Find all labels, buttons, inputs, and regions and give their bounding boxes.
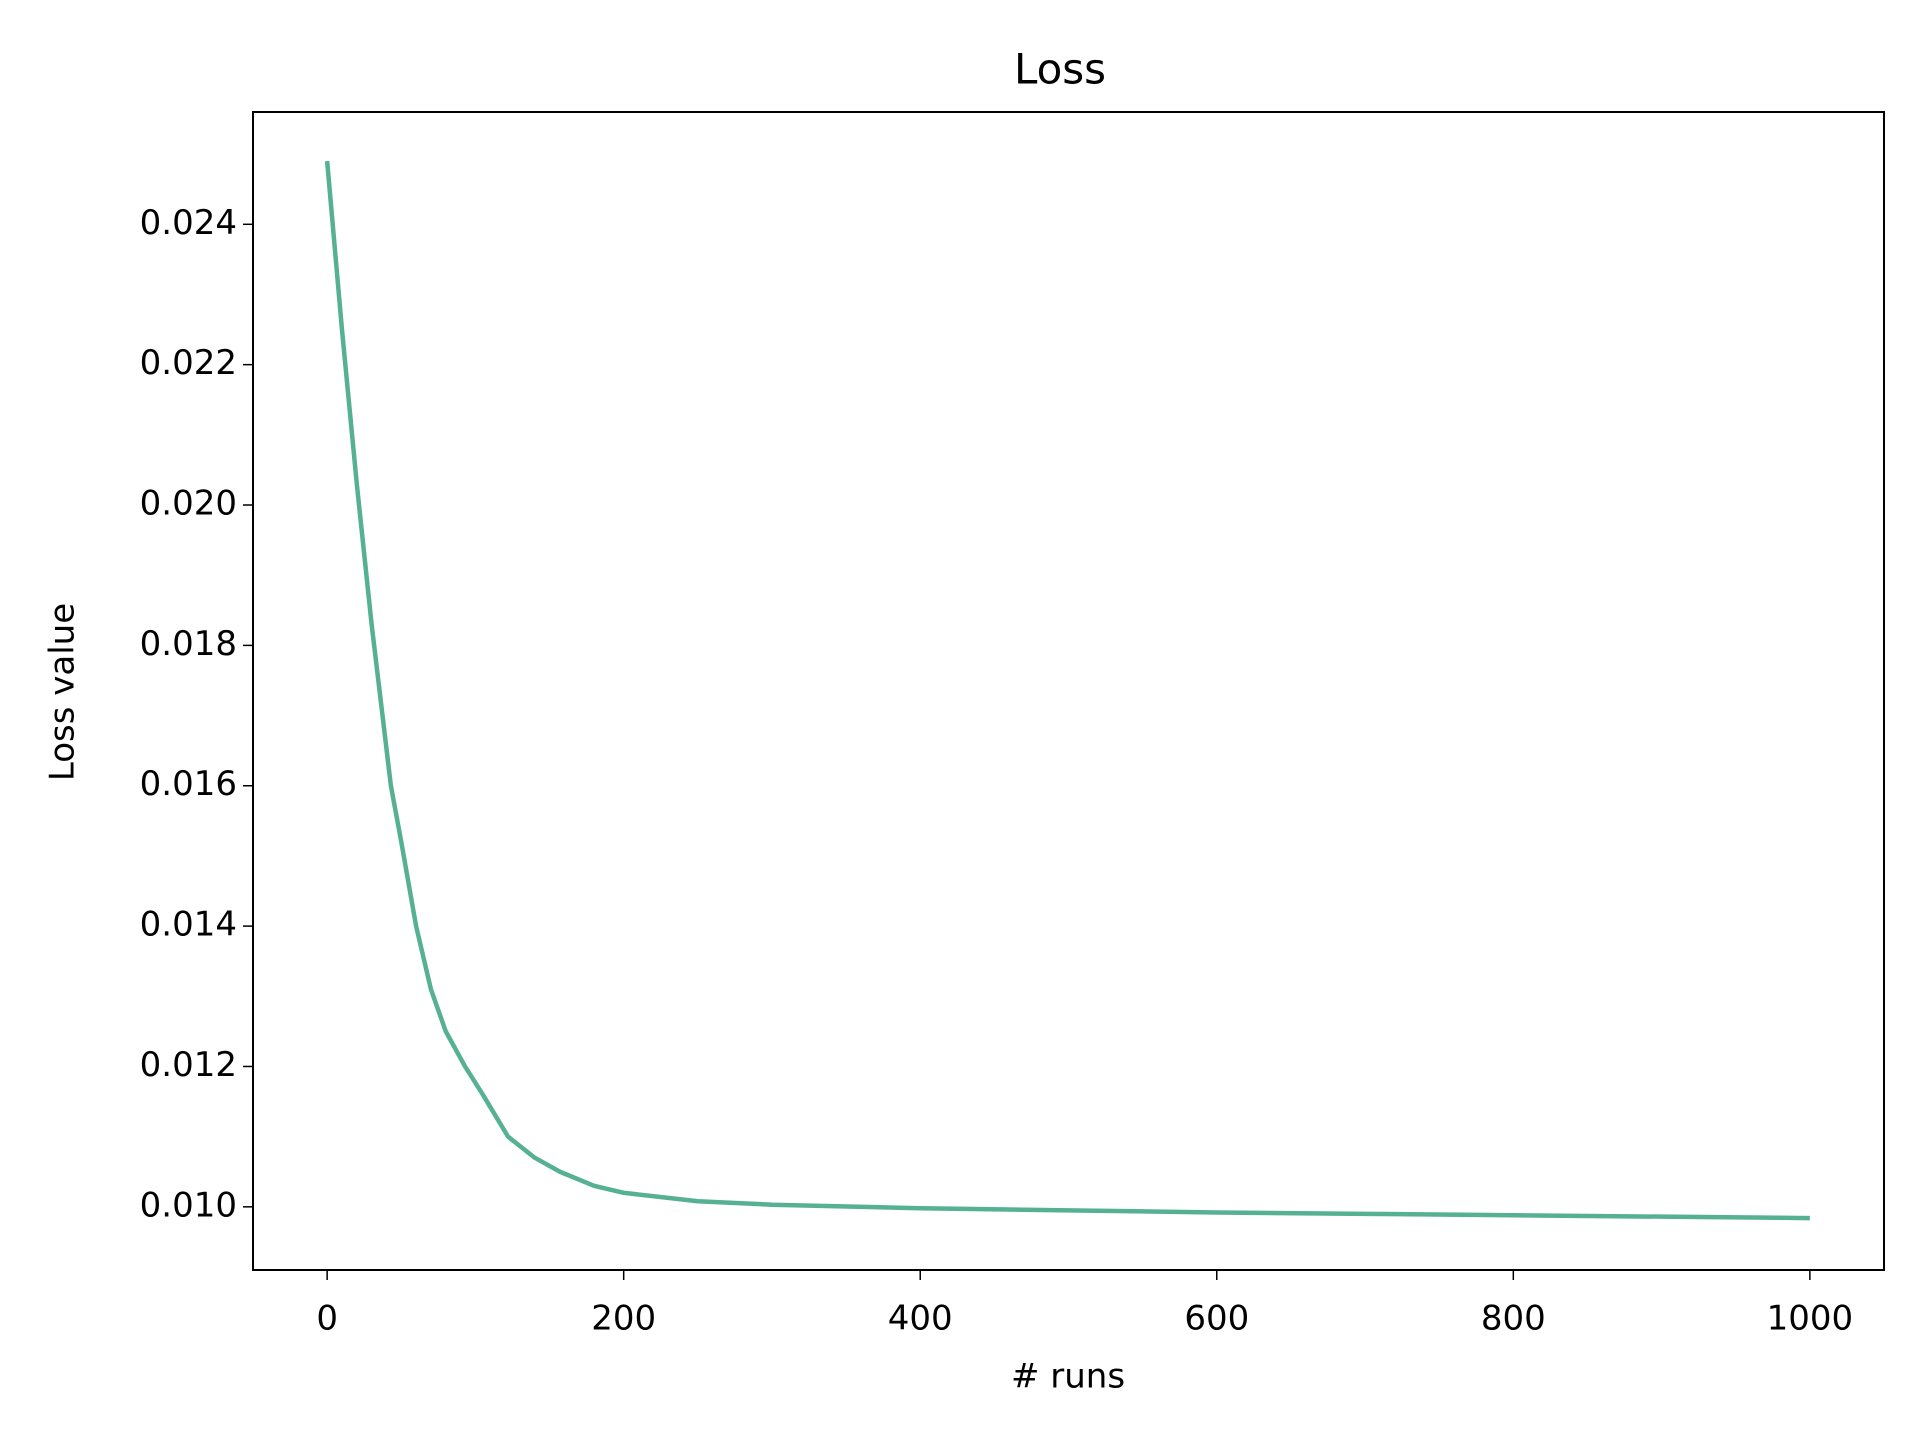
y-tick-label: 0.020	[140, 484, 237, 524]
y-tick-label: 0.010	[140, 1185, 237, 1225]
y-axis-label: Loss value	[43, 603, 83, 781]
y-tick-label: 0.024	[140, 203, 237, 243]
x-tick-label: 200	[591, 1299, 656, 1339]
y-tick-label: 0.018	[140, 624, 237, 664]
x-tick-label: 600	[1184, 1299, 1249, 1339]
plot-frame	[252, 111, 1885, 1271]
x-tick-label: 0	[316, 1299, 338, 1339]
y-tick-label: 0.016	[140, 764, 237, 804]
y-tick-label: 0.014	[140, 905, 237, 945]
y-tick-label: 0.012	[140, 1045, 237, 1085]
x-axis-label: # runs	[1011, 1357, 1125, 1397]
x-tick-label: 1000	[1767, 1299, 1854, 1339]
chart-title: Loss	[1014, 45, 1106, 94]
x-tick-label: 800	[1481, 1299, 1546, 1339]
x-tick-label: 400	[888, 1299, 953, 1339]
y-tick-label: 0.022	[140, 343, 237, 383]
line-series	[324, 160, 1810, 1221]
